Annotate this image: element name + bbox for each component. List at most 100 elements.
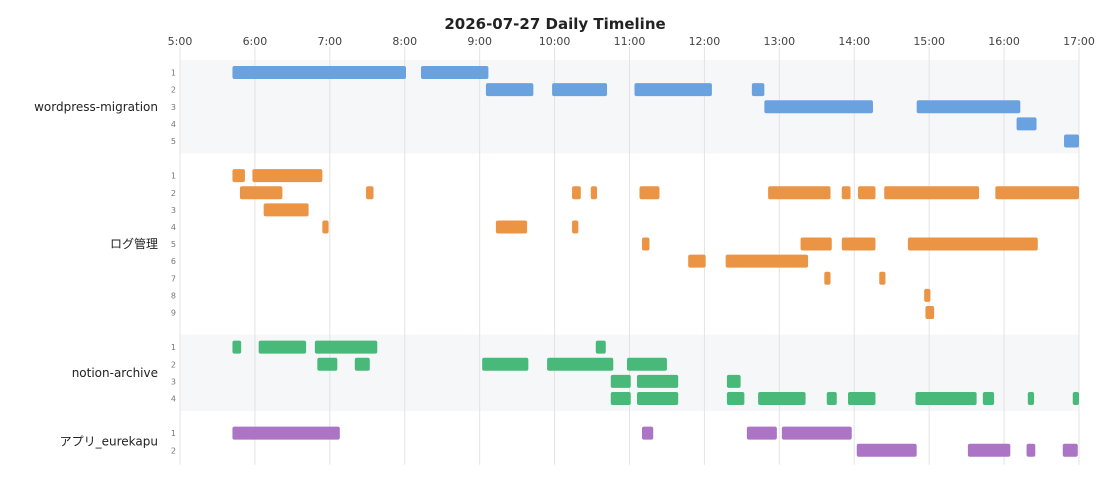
group-labels: wordpress-migration ログ管理 notion-archive アプリ… (34, 100, 158, 449)
timeline-bar (610, 391, 631, 405)
lane-label: 3 (171, 103, 176, 112)
lane-labels: 1 2 3 4 5 1 2 3 4 5 6 7 8 9 1 2 3 4 1 2 (171, 69, 176, 456)
timeline-bars (232, 66, 1079, 457)
lane-label: 8 (171, 291, 176, 300)
timeline-bar (627, 357, 667, 371)
timeline-bar (590, 186, 598, 200)
timeline-bar (826, 391, 837, 405)
timeline-bar (884, 186, 980, 200)
group-label: ログ管理 (110, 236, 158, 251)
lane-label: 4 (171, 223, 176, 232)
timeline-bar (1027, 391, 1035, 405)
timeline-bar (925, 305, 935, 319)
group-label: notion-archive (72, 366, 158, 380)
lane-label: 2 (171, 189, 176, 198)
lane-label: 4 (171, 394, 176, 403)
timeline-bar (258, 340, 307, 354)
x-tick-label: 17:00 (1063, 35, 1095, 48)
timeline-bar (841, 186, 851, 200)
timeline-bar (317, 357, 338, 371)
timeline-bar (916, 100, 1021, 114)
timeline-bar (857, 186, 876, 200)
timeline-bar (239, 186, 283, 200)
timeline-bar (758, 391, 806, 405)
timeline-bar (639, 186, 660, 200)
x-tick-label: 16:00 (988, 35, 1020, 48)
lane-label: 5 (171, 240, 176, 249)
timeline-bar (572, 186, 581, 200)
group-label: アプリ_eurekapu (60, 435, 158, 449)
timeline-bar (768, 186, 831, 200)
lane-label: 1 (171, 172, 176, 181)
timeline-bar (420, 66, 489, 80)
timeline-bar (915, 391, 977, 405)
timeline-bar (751, 83, 765, 97)
x-tick-label: 10:00 (539, 35, 571, 48)
lane-label: 1 (171, 429, 176, 438)
timeline-bar (572, 220, 579, 234)
timeline-bar (547, 357, 614, 371)
timeline-bar (848, 391, 876, 405)
lane-label: 1 (171, 69, 176, 78)
timeline-bar (482, 357, 529, 371)
timeline-bar (232, 66, 406, 80)
chart-title: 2026-07-27 Daily Timeline (444, 15, 665, 33)
timeline-bar (856, 443, 917, 457)
x-tick-label: 15:00 (913, 35, 945, 48)
x-tick-label: 9:00 (467, 35, 492, 48)
timeline-bar (641, 237, 650, 251)
x-tick-label: 7:00 (317, 35, 342, 48)
timeline-bar (824, 271, 831, 285)
timeline-bar (1016, 117, 1037, 131)
timeline-bar (263, 203, 309, 217)
x-tick-label: 14:00 (838, 35, 870, 48)
timeline-bar (967, 443, 1011, 457)
timeline-bar (841, 237, 876, 251)
timeline-bar (354, 357, 370, 371)
lane-label: 7 (171, 274, 176, 283)
timeline-bar (1072, 391, 1079, 405)
timeline-bar (232, 426, 340, 440)
lane-label: 6 (171, 257, 176, 266)
lane-label: 2 (171, 446, 176, 455)
timeline-bar (636, 391, 679, 405)
x-axis-ticks: 5:00 6:00 7:00 8:00 9:00 10:00 11:00 12:00 13:00… (168, 35, 1095, 48)
x-tick-label: 6:00 (243, 35, 268, 48)
timeline-bar (641, 426, 654, 440)
lane-label: 2 (171, 86, 176, 95)
timeline-bar (781, 426, 852, 440)
timeline-bar (552, 83, 608, 97)
timeline-bar (495, 220, 528, 234)
x-tick-label: 13:00 (763, 35, 795, 48)
lane-label: 1 (171, 343, 176, 352)
x-tick-label: 12:00 (689, 35, 721, 48)
timeline-bar (879, 271, 886, 285)
timeline-bar (726, 374, 741, 388)
timeline-bar (595, 340, 606, 354)
timeline-bar (725, 254, 809, 268)
timeline-bar (907, 237, 1038, 251)
x-tick-label: 8:00 (392, 35, 417, 48)
timeline-bar (1062, 443, 1078, 457)
timeline-bar (314, 340, 378, 354)
timeline-bar (800, 237, 832, 251)
timeline-bar (610, 374, 631, 388)
x-tick-label: 5:00 (168, 35, 193, 48)
timeline-bar (726, 391, 745, 405)
timeline-bar (322, 220, 329, 234)
timeline-bar (232, 169, 245, 183)
timeline-bar (982, 391, 995, 405)
timeline-bar (636, 374, 679, 388)
group-label: wordpress-migration (34, 100, 158, 114)
lane-label: 3 (171, 377, 176, 386)
timeline-bar (232, 340, 242, 354)
timeline-bar (252, 169, 323, 183)
lane-label: 4 (171, 120, 176, 129)
timeline-bar (366, 186, 374, 200)
timeline-bar (634, 83, 712, 97)
lane-label: 9 (171, 308, 176, 317)
lane-label: 5 (171, 137, 176, 146)
lane-label: 3 (171, 206, 176, 215)
timeline-bar (485, 83, 534, 97)
